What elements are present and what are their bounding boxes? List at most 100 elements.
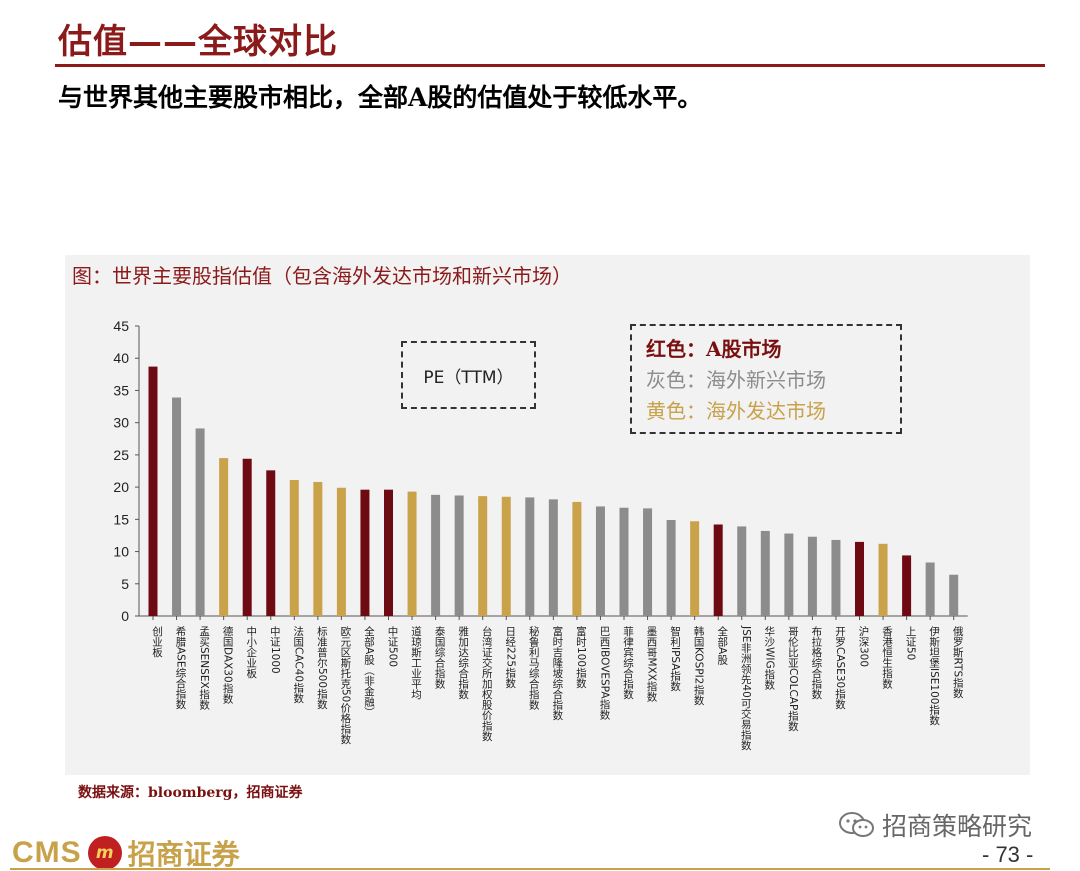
figure-caption: 图：世界主要股指估值（包含海外发达市场和新兴市场） [72, 264, 572, 288]
wechat-icon [839, 812, 874, 837]
y-tick-label: 45 [113, 318, 129, 334]
watermark-text: 招商策略研究 [882, 812, 1033, 841]
x-tick-label: 中小企业板 [245, 625, 257, 679]
slide-title: 估值——全球对比 [58, 22, 338, 62]
bar-25 [713, 524, 723, 616]
bar-5 [242, 458, 252, 616]
x-tick-label: 台湾证交所加权股价指数 [481, 625, 493, 742]
bar-23 [666, 519, 676, 616]
bar-30 [831, 539, 841, 616]
bar-13 [431, 494, 441, 616]
bar-8 [313, 481, 323, 616]
y-tick-label: 0 [121, 608, 129, 624]
x-tick-label: 哥伦比亚COLCAP指数 [787, 626, 799, 732]
y-tick-label: 30 [113, 415, 129, 431]
bar-31 [855, 541, 864, 616]
y-tick-label: 5 [121, 576, 129, 592]
bar-35 [949, 574, 959, 616]
bar-2 [172, 397, 182, 616]
bar-1 [148, 366, 158, 616]
y-tick-label: 15 [113, 511, 129, 527]
page-number: - 73 - [982, 842, 1034, 867]
x-tick-label: 中证500 [387, 625, 399, 667]
bar-29 [807, 536, 817, 616]
x-tick-label: 菲律宾综合指数 [622, 626, 634, 700]
x-tick-label: 孟买SENSEX指数 [198, 626, 210, 710]
bar-18 [548, 499, 558, 616]
y-tick-label: 25 [113, 447, 129, 463]
x-tick-label: 墨西哥MXX指数 [646, 626, 658, 703]
bar-3 [195, 428, 205, 616]
x-tick-label: 中证1000 [269, 625, 281, 673]
slide-subtitle: 与世界其他主要股市相比，全部A股的估值处于较低水平。 [58, 83, 703, 112]
bar-15 [478, 496, 488, 616]
pe-label: PE（TTM） [423, 367, 514, 388]
cms-logo: CMS m 招商证券 [12, 833, 240, 871]
bar-21 [619, 507, 629, 616]
legend-red: 红色：A股市场 [646, 337, 782, 361]
bar-9 [336, 487, 346, 616]
y-tick-label: 35 [113, 382, 129, 398]
bar-17 [525, 497, 535, 616]
x-tick-label: 富时吉隆坡综合指数 [551, 625, 563, 721]
x-tick-label: 全部A股 [716, 625, 728, 665]
x-tick-label: JSE非洲领先40可交易指数 [740, 625, 752, 751]
legend-gray: 灰色：海外新兴市场 [646, 368, 826, 392]
wechat-watermark: 招商策略研究 [838, 807, 1032, 843]
bar-7 [289, 480, 299, 616]
pe-annotation-box: PE（TTM） [401, 341, 536, 409]
bar-19 [572, 501, 582, 616]
bar-16 [501, 496, 511, 616]
x-tick-label: 沪深300 [858, 625, 870, 667]
footer-rule [10, 868, 1050, 870]
title-rule [55, 64, 1045, 67]
bar-28 [784, 533, 794, 616]
x-tick-label: 香港恒生指数 [881, 626, 893, 690]
bar-32 [878, 543, 888, 616]
x-tick-label: 开罗CASE30指数 [834, 626, 846, 710]
x-tick-label: 秘鲁利马综合指数 [528, 625, 540, 711]
legend-gold: 黄色：海外发达市场 [646, 399, 826, 423]
logo-cn: 招商证券 [127, 838, 240, 871]
x-tick-label: 创业板 [151, 625, 163, 658]
x-tick-label: 全部A股（非金融） [363, 625, 375, 717]
data-source: 数据来源：bloomberg，招商证券 [78, 785, 303, 801]
logo-en: CMS [12, 836, 82, 869]
x-tick-label: 标准普尔500指数 [316, 626, 328, 710]
bar-24 [690, 521, 700, 616]
bar-14 [454, 495, 464, 616]
x-tick-label: 欧元区斯托克50价格指数 [339, 626, 351, 745]
x-tick-label: 富时100指数 [575, 625, 587, 689]
x-tick-label: 道琼斯工业平均 [410, 625, 422, 700]
logo-badge-icon: m [87, 836, 122, 870]
x-tick-label: 上证50 [905, 626, 917, 660]
x-tick-label: 德国DAX30指数 [222, 625, 234, 704]
bar-20 [595, 506, 605, 616]
y-tick-label: 10 [113, 544, 129, 560]
bar-10 [360, 489, 370, 616]
bar-6 [266, 470, 276, 616]
y-tick-label: 40 [113, 350, 129, 366]
bar-33 [902, 555, 912, 616]
y-tick-label: 20 [113, 479, 129, 495]
x-tick-label: 法国CAC40指数 [292, 625, 304, 704]
x-tick-label: 智利IPSA指数 [669, 625, 681, 692]
x-tick-label: 韩国KOSPI2指数 [693, 625, 705, 706]
bar-4 [219, 458, 229, 616]
bar-12 [407, 491, 417, 616]
x-tick-label: 泰国综合指数 [434, 625, 446, 690]
legend-box: 红色：A股市场 灰色：海外新兴市场 黄色：海外发达市场 [630, 324, 902, 434]
x-tick-label: 俄罗斯RTS指数 [952, 626, 964, 699]
x-tick-label: 雅加达综合指数 [457, 625, 469, 700]
bar-27 [760, 530, 770, 616]
x-tick-label: 伊斯坦堡ISE100指数 [928, 626, 940, 726]
x-tick-label: 华沙WIG指数 [763, 625, 775, 690]
x-tick-label: 希腊ASE综合指数 [175, 625, 187, 710]
bar-22 [643, 508, 653, 616]
x-tick-label: 日经225指数 [504, 626, 516, 689]
x-tick-label: 布拉格综合指数 [810, 626, 822, 700]
x-tick-label: 巴西IBOVESPA指数 [598, 626, 610, 720]
bar-11 [384, 489, 393, 616]
bar-34 [925, 562, 935, 616]
